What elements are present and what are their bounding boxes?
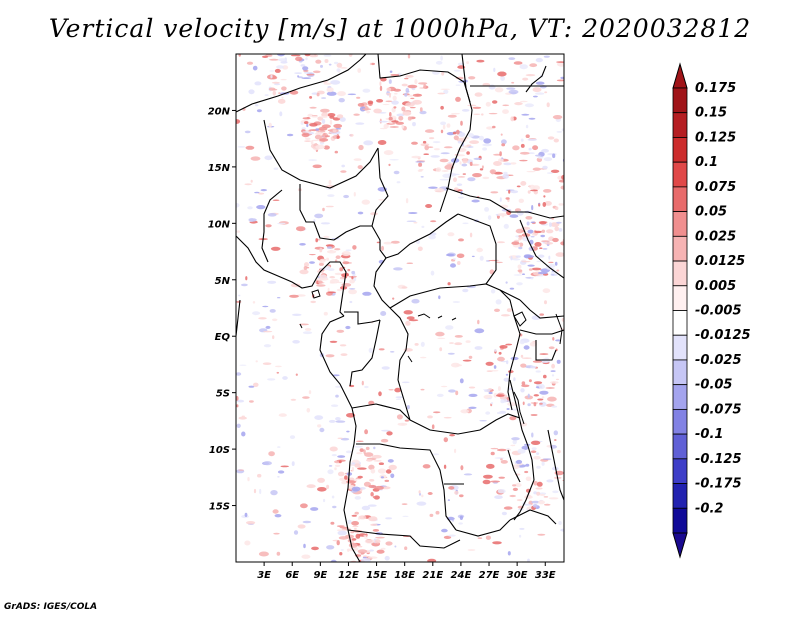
colorbar-swatch <box>672 433 688 460</box>
lon-tick-label: 33E <box>535 570 556 581</box>
colorbar-swatch <box>672 285 688 311</box>
colorbar-swatch <box>672 161 688 188</box>
longitude-axis: 3E 6E 9E 12E 15E 18E 21E 24E 27E 30E 33E <box>257 562 556 581</box>
colorbar-swatch <box>672 458 688 484</box>
colorbar-swatch <box>672 186 688 213</box>
colorbar-label: -0.005 <box>695 304 742 319</box>
lat-tick-label: 15N <box>208 163 231 174</box>
colorbar-swatch <box>672 112 688 138</box>
colorbar-swatch <box>672 483 688 509</box>
lon-tick-label: 3E <box>257 570 271 581</box>
lat-tick-label: 20N <box>208 106 231 117</box>
colorbar-swatch <box>672 310 688 336</box>
colorbar-label: 0.05 <box>695 205 727 220</box>
vertical-velocity-field <box>236 54 564 562</box>
colorbar-bottom-arrow <box>672 532 688 559</box>
lon-tick-label: 30E <box>507 570 528 581</box>
lat-tick-label: 10N <box>208 219 231 230</box>
map-frame <box>235 53 565 563</box>
colorbar-top-arrow <box>672 62 688 89</box>
colorbar-label: 0.15 <box>695 106 727 121</box>
colorbar-label: 0.075 <box>695 180 736 195</box>
lon-tick-label: 24E <box>451 570 472 581</box>
lon-tick-label: 15E <box>366 570 387 581</box>
lat-tick-label: 10S <box>209 445 230 456</box>
colorbar-swatch <box>672 384 688 410</box>
colorbar-swatch <box>672 87 688 114</box>
lon-tick-label: 12E <box>338 570 359 581</box>
colorbar-label: 0.025 <box>695 229 736 244</box>
lat-tick-label: 5S <box>216 389 230 400</box>
colorbar-swatch <box>672 334 688 361</box>
colorbar-label: 0.175 <box>695 81 736 96</box>
lon-tick-label: 6E <box>285 570 299 581</box>
lon-tick-label: 9E <box>313 570 327 581</box>
lon-tick-label: 18E <box>394 570 415 581</box>
latitude-axis: 20N 15N 10N 5N EQ 5S 10S 15S <box>208 106 236 513</box>
colorbar-swatch <box>672 507 688 534</box>
colorbar-label: 0.005 <box>695 279 736 294</box>
colorbar-label: 0.0125 <box>695 254 745 269</box>
colorbar-swatch <box>672 235 688 262</box>
colorbar-label: 0.1 <box>695 155 718 170</box>
colorbar-label: 0.125 <box>695 130 736 145</box>
lat-tick-label: 15S <box>209 502 230 513</box>
colorbar-swatch <box>672 359 688 386</box>
colorbar-label: -0.075 <box>695 402 742 417</box>
colorbar-label: -0.125 <box>695 452 742 467</box>
colorbar-label: -0.05 <box>695 378 732 393</box>
colorbar-swatch <box>672 260 688 287</box>
footer-credit: GrADS: IGES/COLA <box>4 602 98 612</box>
chart-title: Vertical velocity [m/s] at 1000hPa, VT: … <box>48 14 752 43</box>
lake-outlines <box>299 289 563 425</box>
colorbar-label: -0.025 <box>695 353 742 368</box>
colorbar-label: -0.175 <box>695 477 742 492</box>
colorbar-label: -0.0125 <box>695 328 751 343</box>
country-borders <box>236 54 564 562</box>
colorbar-swatch <box>672 211 688 237</box>
lat-tick-label: 5N <box>215 276 231 287</box>
colorbar-swatch <box>672 137 688 163</box>
lat-tick-label: EQ <box>215 332 231 343</box>
colorbar-label: -0.2 <box>695 501 723 516</box>
colorbar: 0.175 0.15 0.125 0.1 0.075 0.05 0.025 0.0125 0.0… <box>672 62 751 559</box>
colorbar-swatch <box>672 408 688 435</box>
lon-tick-label: 27E <box>479 570 500 581</box>
lon-tick-label: 21E <box>422 570 443 581</box>
colorbar-label: -0.1 <box>695 427 723 442</box>
